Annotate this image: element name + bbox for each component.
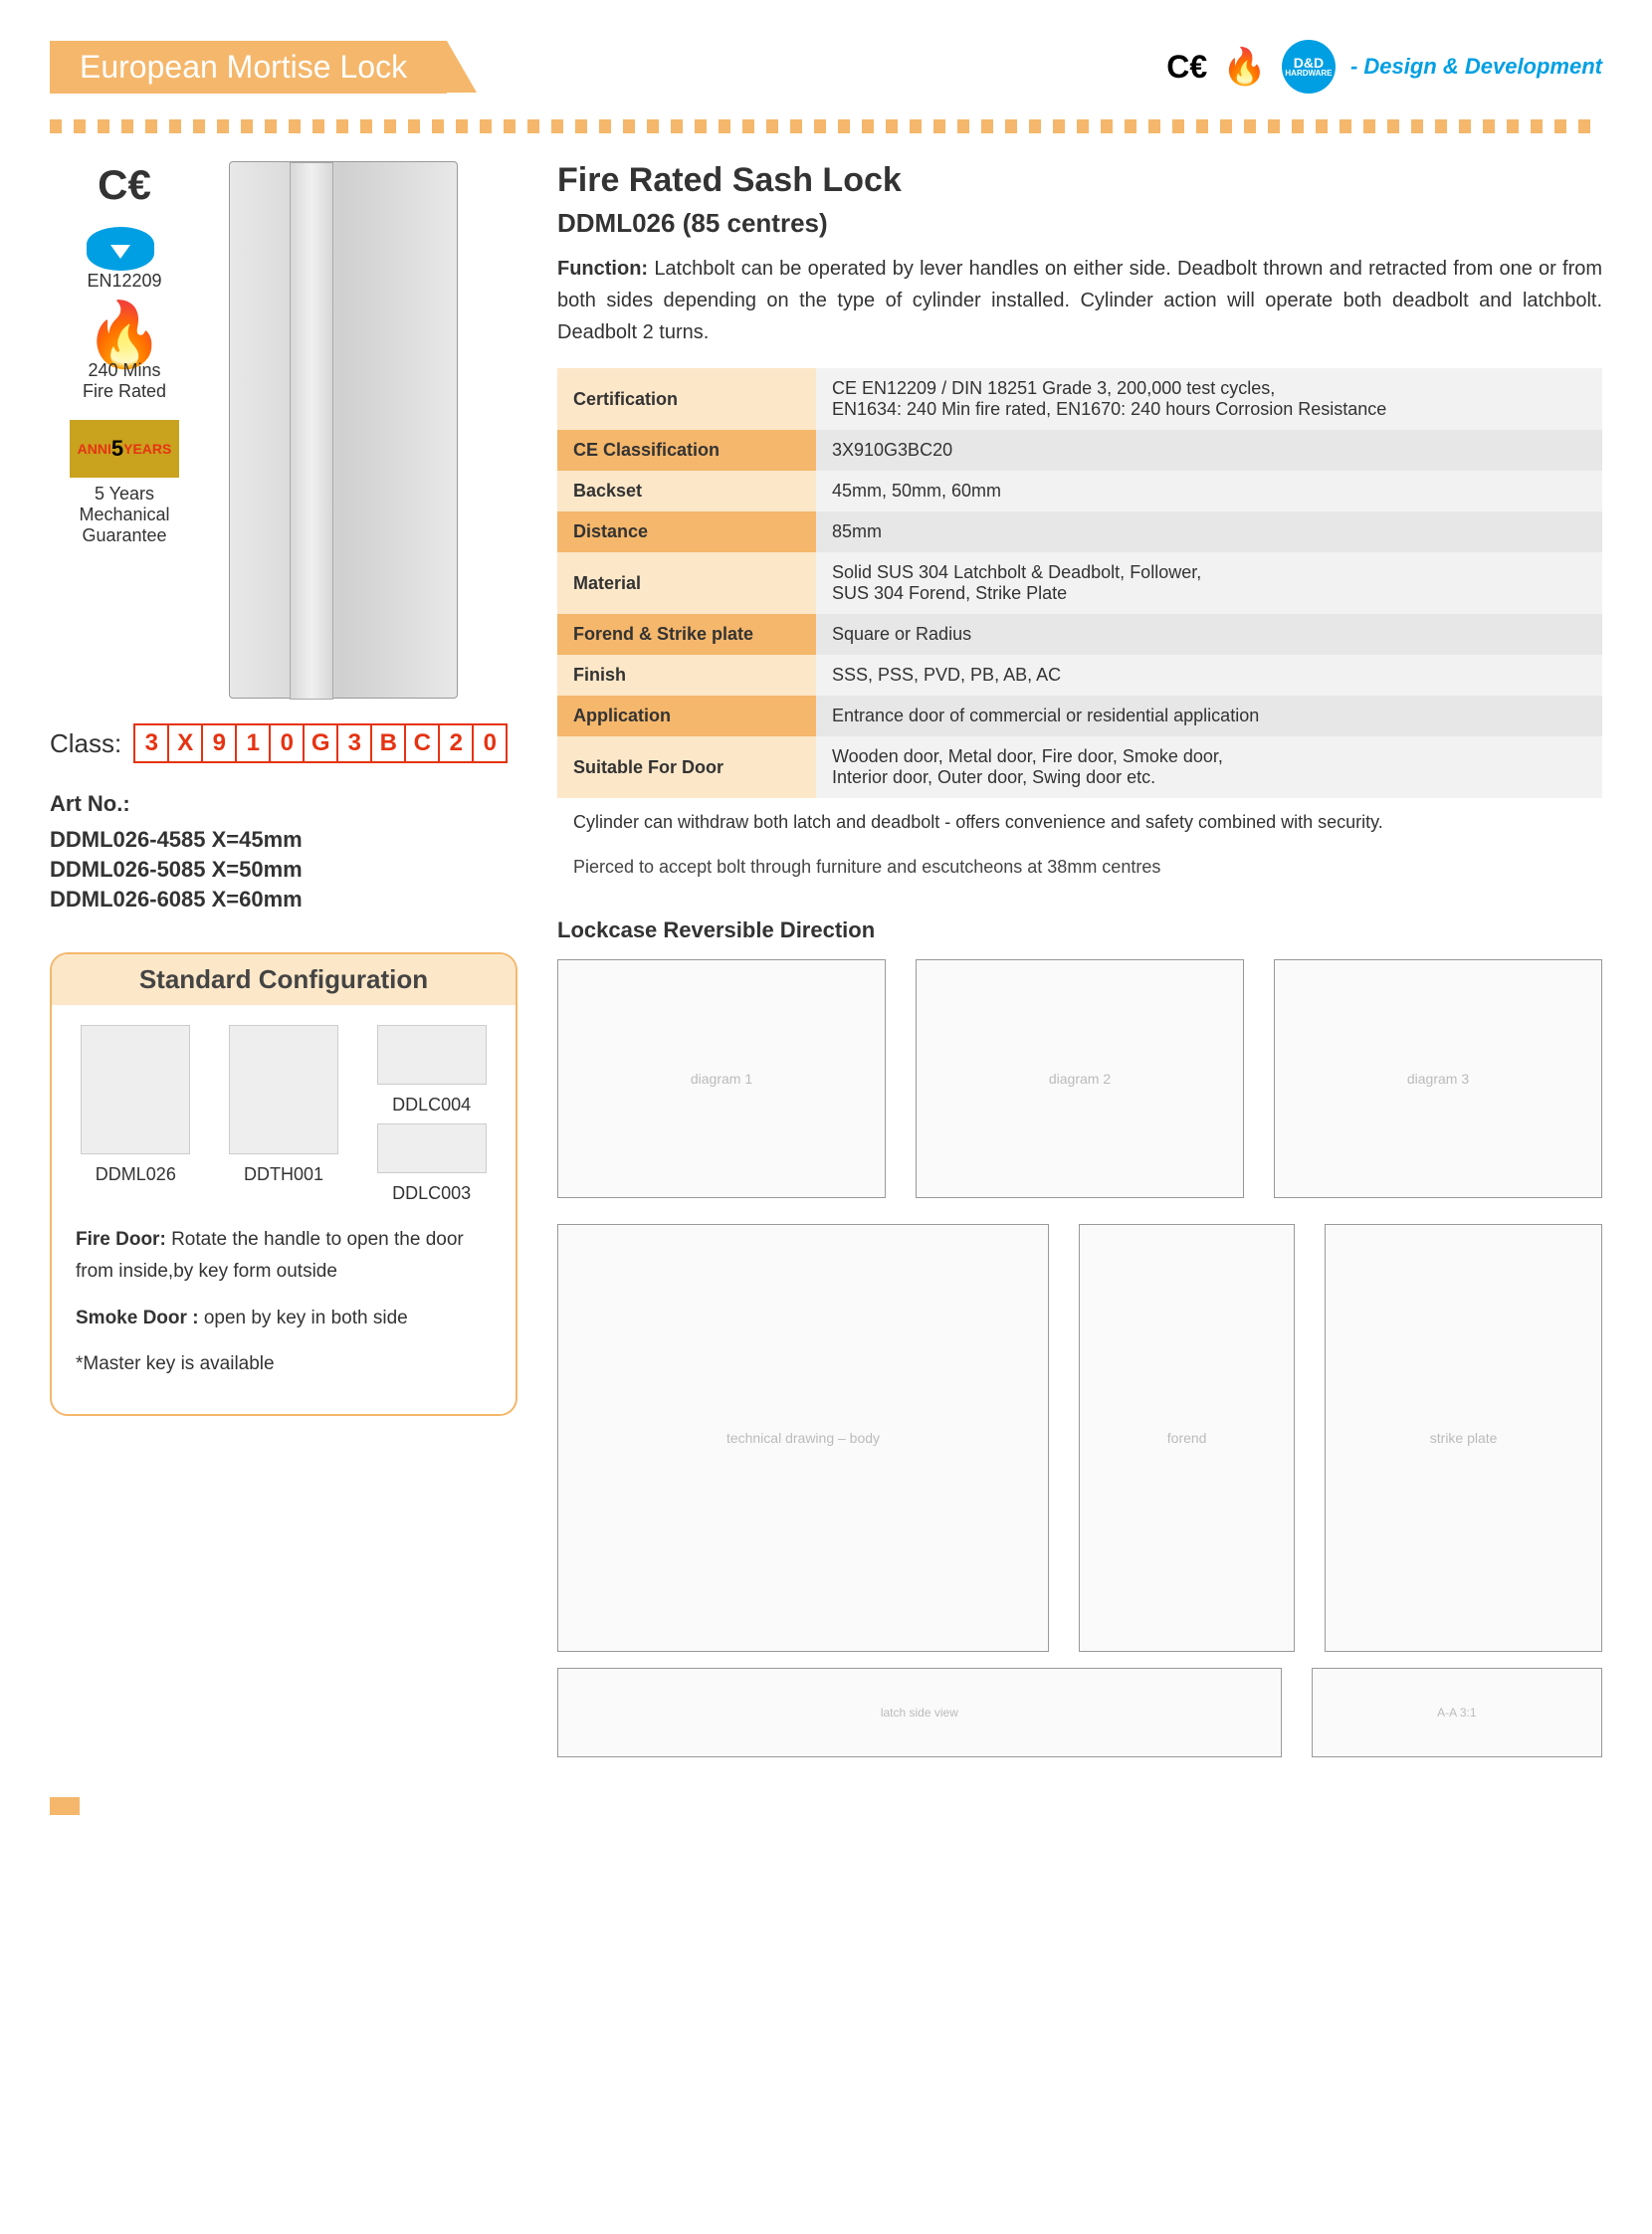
class-box: C: [404, 723, 440, 763]
table-row: FinishSSS, PSS, PVD, PB, AB, AC: [557, 655, 1602, 696]
spec-note: Pierced to accept bolt through furniture…: [557, 843, 1602, 888]
class-box: 3: [336, 723, 372, 763]
art-no-list: DDML026-4585 X=45mm DDML026-5085 X=50mm DD…: [50, 827, 517, 913]
spec-value: SSS, PSS, PVD, PB, AB, AC: [816, 655, 1602, 696]
header-title: European Mortise Lock: [50, 41, 447, 94]
spec-key: Material: [557, 552, 816, 614]
table-row: CE Classification3X910G3BC20: [557, 430, 1602, 471]
table-row: MaterialSolid SUS 304 Latchbolt & Deadbo…: [557, 552, 1602, 614]
spec-key: Distance: [557, 511, 816, 552]
product-thumb: [81, 1025, 190, 1154]
header-icon-row: C€ 🔥 D&D HARDWARE - Design & Development: [1166, 40, 1602, 94]
spec-key: Certification: [557, 368, 816, 430]
product-thumb: [377, 1123, 487, 1173]
lockcase-diagram: diagram 3: [1274, 959, 1602, 1198]
class-box: 3: [133, 723, 169, 763]
fire-rating-label: 240 Mins Fire Rated: [83, 360, 166, 402]
lock-product-image: [229, 161, 458, 699]
std-item: DDML026: [81, 1025, 190, 1204]
spec-key: Suitable For Door: [557, 736, 816, 798]
table-row: ApplicationEntrance door of commercial o…: [557, 696, 1602, 736]
technical-drawings-bottom: latch side view A-A 3:1: [557, 1668, 1602, 1757]
page-footer-accent: [50, 1797, 80, 1815]
spec-value: CE EN12209 / DIN 18251 Grade 3, 200,000 …: [816, 368, 1602, 430]
ce-icon: C€: [1166, 49, 1207, 86]
spec-value: Wooden door, Metal door, Fire door, Smok…: [816, 736, 1602, 798]
std-item: DDLC004 DDLC003: [377, 1025, 487, 1204]
class-row: Class: 3X910G3BC20: [50, 723, 517, 763]
page-header: European Mortise Lock C€ 🔥 D&D HARDWARE …: [50, 40, 1602, 94]
specification-table: CertificationCE EN12209 / DIN 18251 Grad…: [557, 368, 1602, 888]
spec-key: CE Classification: [557, 430, 816, 471]
decorative-squares: [50, 119, 1602, 133]
std-item: DDTH001: [229, 1025, 338, 1204]
class-box: 0: [472, 723, 508, 763]
spec-value: 3X910G3BC20: [816, 430, 1602, 471]
flame-icon: 🔥: [83, 309, 166, 360]
standard-configuration-box: Standard Configuration DDML026 DDTH001 D…: [50, 952, 517, 1416]
technical-drawing: technical drawing – body: [557, 1224, 1049, 1652]
std-config-title: Standard Configuration: [52, 954, 516, 1005]
table-row: Distance85mm: [557, 511, 1602, 552]
en12209-icon: [87, 227, 154, 271]
technical-drawing: latch side view: [557, 1668, 1282, 1757]
class-box: G: [303, 723, 338, 763]
table-note-row: Pierced to accept bolt through furniture…: [557, 843, 1602, 888]
art-no-line: DDML026-5085 X=50mm: [50, 857, 517, 883]
brand-tagline: - Design & Development: [1350, 54, 1602, 80]
lockcase-title: Lockcase Reversible Direction: [557, 917, 1602, 943]
spec-value: 45mm, 50mm, 60mm: [816, 471, 1602, 511]
lockcase-diagrams: diagram 1 diagram 2 diagram 3: [557, 959, 1602, 1198]
class-label: Class:: [50, 728, 121, 759]
product-thumb: [377, 1025, 487, 1085]
class-box: 9: [201, 723, 237, 763]
certification-icons: C€ EN12209 🔥 240 Mins Fire Rated ANNI 5 …: [50, 161, 199, 699]
table-row: CertificationCE EN12209 / DIN 18251 Grad…: [557, 368, 1602, 430]
spec-key: Application: [557, 696, 816, 736]
product-title: Fire Rated Sash Lock: [557, 161, 1602, 200]
product-thumb: [229, 1025, 338, 1154]
warranty-badge-icon: ANNI 5 YEARS: [70, 420, 179, 478]
class-box: 0: [269, 723, 305, 763]
spec-key: Forend & Strike plate: [557, 614, 816, 655]
class-box-group: 3X910G3BC20: [133, 723, 508, 763]
fire-icon: 🔥: [1222, 46, 1267, 88]
table-row: Backset45mm, 50mm, 60mm: [557, 471, 1602, 511]
art-no-label: Art No.:: [50, 791, 517, 817]
right-column: Fire Rated Sash Lock DDML026 (85 centres…: [557, 161, 1602, 1757]
technical-drawing: forend: [1079, 1224, 1295, 1652]
spec-key: Finish: [557, 655, 816, 696]
technical-drawings: technical drawing – body forend strike p…: [557, 1224, 1602, 1652]
spec-value: Entrance door of commercial or residenti…: [816, 696, 1602, 736]
technical-drawing: strike plate: [1325, 1224, 1602, 1652]
spec-value: Square or Radius: [816, 614, 1602, 655]
spec-value: 85mm: [816, 511, 1602, 552]
class-box: X: [167, 723, 203, 763]
spec-value: Solid SUS 304 Latchbolt & Deadbolt, Foll…: [816, 552, 1602, 614]
technical-drawing: A-A 3:1: [1312, 1668, 1602, 1757]
class-box: 2: [438, 723, 474, 763]
spec-key: Backset: [557, 471, 816, 511]
art-no-line: DDML026-4585 X=45mm: [50, 827, 517, 853]
lockcase-diagram: diagram 1: [557, 959, 886, 1198]
en-standard-label: EN12209: [87, 271, 161, 292]
class-box: 1: [235, 723, 271, 763]
table-note-row: Cylinder can withdraw both latch and dea…: [557, 798, 1602, 843]
lockcase-diagram: diagram 2: [916, 959, 1244, 1198]
function-description: Function: Latchbolt can be operated by l…: [557, 253, 1602, 348]
table-row: Suitable For DoorWooden door, Metal door…: [557, 736, 1602, 798]
ce-large-icon: C€: [98, 161, 151, 209]
spec-note: Cylinder can withdraw both latch and dea…: [557, 798, 1602, 843]
class-box: B: [370, 723, 406, 763]
std-config-notes: Fire Door: Rotate the handle to open the…: [52, 1224, 516, 1380]
warranty-label: 5 Years Mechanical Guarantee: [70, 484, 179, 546]
brand-badge: D&D HARDWARE: [1282, 40, 1336, 94]
table-row: Forend & Strike plateSquare or Radius: [557, 614, 1602, 655]
std-config-items: DDML026 DDTH001 DDLC004 DDLC003: [52, 1005, 516, 1224]
product-subtitle: DDML026 (85 centres): [557, 208, 1602, 239]
left-column: C€ EN12209 🔥 240 Mins Fire Rated ANNI 5 …: [50, 161, 517, 1757]
art-no-line: DDML026-6085 X=60mm: [50, 887, 517, 913]
